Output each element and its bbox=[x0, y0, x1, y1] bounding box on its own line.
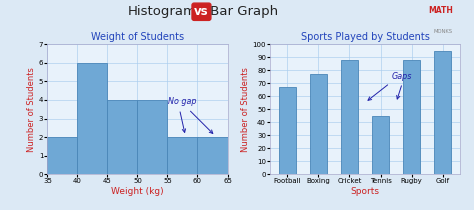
Bar bbox=[108, 100, 137, 174]
Bar bbox=[279, 87, 296, 174]
Bar bbox=[403, 60, 420, 174]
Bar bbox=[137, 100, 167, 174]
Text: No gap: No gap bbox=[168, 97, 197, 106]
Text: MATH: MATH bbox=[428, 6, 453, 15]
Bar bbox=[198, 137, 228, 174]
Text: Histogram: Histogram bbox=[128, 5, 197, 18]
Bar bbox=[434, 51, 451, 174]
Text: Gaps: Gaps bbox=[392, 72, 412, 81]
Y-axis label: Number of Students: Number of Students bbox=[241, 67, 250, 152]
X-axis label: Sports: Sports bbox=[350, 187, 380, 196]
Title: Sports Played by Students: Sports Played by Students bbox=[301, 32, 429, 42]
Title: Weight of Students: Weight of Students bbox=[91, 32, 184, 42]
Text: MONKS: MONKS bbox=[434, 29, 453, 34]
Bar bbox=[77, 63, 108, 174]
Y-axis label: Number of Students: Number of Students bbox=[27, 67, 36, 152]
X-axis label: Weight (kg): Weight (kg) bbox=[111, 187, 164, 196]
Bar bbox=[310, 74, 327, 174]
Text: Bar Graph: Bar Graph bbox=[206, 5, 278, 18]
Bar bbox=[47, 137, 77, 174]
Bar bbox=[167, 137, 198, 174]
Bar bbox=[341, 60, 358, 174]
Text: vs: vs bbox=[194, 5, 209, 18]
Bar bbox=[372, 116, 389, 174]
